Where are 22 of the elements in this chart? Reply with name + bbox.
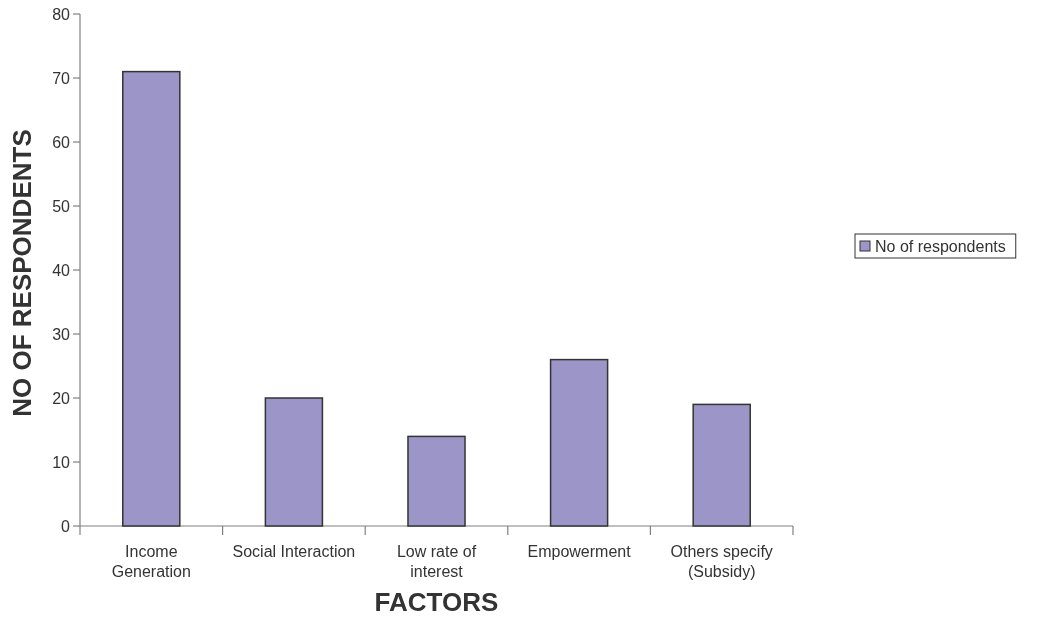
- bar: [549, 358, 609, 527]
- x-axis-title: FACTORS: [374, 587, 499, 617]
- y-tick-label: 0: [61, 517, 71, 535]
- x-tick-label: Social Interaction: [232, 543, 356, 560]
- y-tick-label: 60: [52, 133, 71, 151]
- y-tick-label: 70: [52, 69, 71, 87]
- y-tick-label: 20: [52, 389, 71, 407]
- y-tick-label: 50: [52, 197, 71, 215]
- bar: [692, 403, 751, 527]
- y-tick-label: 80: [52, 5, 71, 23]
- bar: [407, 435, 466, 527]
- y-tick-label: 40: [52, 261, 71, 279]
- x-tick-label: Low rate of interest: [396, 543, 477, 580]
- x-tick-label: Others specify (Subsidy): [670, 543, 773, 580]
- y-tick-label: 10: [52, 453, 71, 471]
- bar: [122, 70, 181, 527]
- x-tick-label: Empowerment: [527, 543, 632, 560]
- legend-label: No of respondents: [875, 237, 1006, 255]
- y-tick-label: 30: [52, 325, 71, 343]
- x-tick-label: Income Generation: [111, 543, 191, 580]
- bar: [264, 397, 324, 527]
- y-axis-title: NO OF RESPONDENTS: [7, 129, 37, 417]
